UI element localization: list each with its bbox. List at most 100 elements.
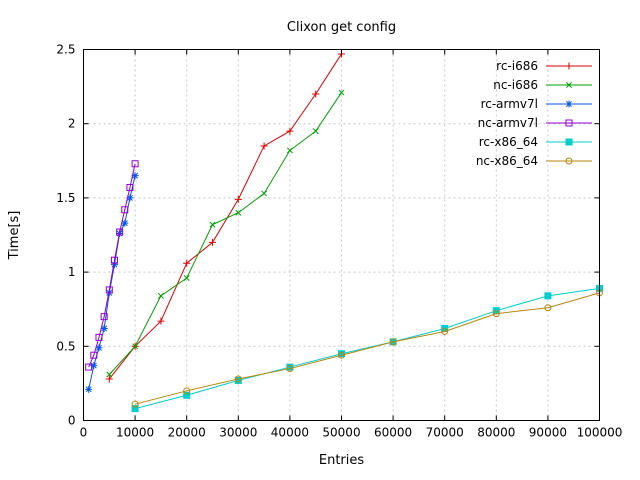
asterisk-marker-icon: [110, 261, 118, 269]
legend-entry: rc-x86_64: [479, 135, 592, 149]
legend-label: nc-i686: [493, 78, 538, 92]
series-nc-i686: [106, 89, 345, 378]
asterisk-marker-icon: [565, 100, 573, 108]
open-circle-marker-icon: [131, 400, 139, 408]
open-circle-marker-icon: [286, 365, 294, 373]
plus-marker-icon: [260, 142, 268, 150]
chart-title: Clixon get config: [287, 20, 396, 35]
x-tick-label: 50000: [322, 426, 360, 440]
asterisk-marker-icon: [85, 385, 93, 393]
y-tick-label: 1.5: [56, 191, 75, 205]
x-tick-label: 30000: [219, 426, 257, 440]
series-rc-i686: [105, 50, 345, 383]
plot-area: 0 10000 20000 30000 40000 50000 60000 70000 8000…: [56, 43, 622, 440]
series-line: [134, 292, 600, 405]
y-axis-label: Time[s]: [7, 211, 22, 261]
open-square-marker-icon: [90, 351, 98, 359]
legend-entry: nc-armv7l: [478, 116, 592, 130]
filled-square-marker-icon: [131, 405, 139, 413]
legend-label: rc-x86_64: [479, 135, 538, 149]
open-circle-marker-icon: [234, 375, 242, 383]
legend-label: nc-x86_64: [476, 154, 538, 168]
y-tick-label: 1: [68, 265, 76, 279]
series-line: [108, 53, 342, 380]
plus-marker-icon: [157, 317, 165, 325]
legend-entry: nc-x86_64: [476, 154, 592, 168]
open-square-marker-icon: [85, 363, 93, 371]
filled-square-marker-icon: [544, 292, 552, 300]
series-nc-armv7l: [85, 160, 139, 371]
open-square-marker-icon: [105, 286, 113, 294]
asterisk-marker-icon: [126, 194, 134, 202]
open-square-marker-icon: [100, 313, 108, 321]
x-tick-label: 80000: [477, 426, 515, 440]
x-tick-label: 70000: [426, 426, 464, 440]
asterisk-marker-icon: [131, 172, 139, 180]
cross-marker-icon: [157, 292, 164, 299]
plus-marker-icon: [312, 90, 320, 98]
open-square-marker-icon: [116, 228, 124, 236]
x-tick-label: 40000: [271, 426, 309, 440]
x-tick-label: 20000: [168, 426, 206, 440]
series-line: [88, 163, 136, 368]
cross-marker-icon: [106, 371, 113, 378]
legend-entry: rc-armv7l: [481, 97, 592, 111]
x-tick-label: 100000: [577, 426, 623, 440]
cross-marker-icon: [286, 147, 293, 154]
y-tick-label: 0.5: [56, 339, 75, 353]
open-square-marker-icon: [126, 184, 134, 192]
legend-entry: rc-i686: [496, 59, 592, 73]
open-circle-marker-icon: [492, 310, 500, 318]
asterisk-marker-icon: [90, 362, 98, 370]
series-rc-armv7l: [85, 172, 139, 393]
plus-marker-icon: [209, 238, 216, 246]
cross-marker-icon: [312, 128, 319, 135]
cross-marker-icon: [209, 221, 216, 228]
x-tick-label: 90000: [529, 426, 567, 440]
plus-marker-icon: [105, 375, 113, 383]
open-square-marker-icon: [121, 206, 129, 214]
legend-entry: nc-i686: [493, 78, 592, 92]
cross-marker-icon: [261, 190, 268, 197]
legend-label: rc-i686: [496, 59, 538, 73]
cross-marker-icon: [566, 82, 572, 88]
series-nc-x86_64: [131, 289, 603, 408]
open-square-marker-icon: [565, 119, 573, 127]
open-square-marker-icon: [95, 333, 103, 341]
y-tick-label: 0: [68, 414, 76, 428]
filled-square-marker-icon: [565, 138, 573, 146]
plus-marker-icon: [183, 259, 191, 267]
legend-label: nc-armv7l: [478, 116, 538, 130]
plus-marker-icon: [286, 127, 294, 135]
cross-marker-icon: [183, 275, 190, 281]
asterisk-marker-icon: [121, 219, 129, 227]
series-line: [134, 287, 600, 410]
plus-marker-icon: [234, 195, 242, 203]
axis-ticks: 0 10000 20000 30000 40000 50000 60000 70000 8000…: [56, 43, 622, 440]
x-axis-label: Entries: [319, 453, 365, 468]
legend-label: rc-armv7l: [481, 97, 538, 111]
open-circle-marker-icon: [389, 338, 397, 346]
open-circle-marker-icon: [544, 304, 552, 312]
open-circle-marker-icon: [565, 157, 573, 165]
open-circle-marker-icon: [338, 351, 345, 359]
asterisk-marker-icon: [100, 324, 108, 332]
filled-square-marker-icon: [183, 391, 191, 399]
cross-marker-icon: [132, 343, 139, 350]
x-tick-label: 60000: [374, 426, 412, 440]
plus-marker-icon: [565, 62, 573, 70]
asterisk-marker-icon: [95, 344, 103, 352]
legend: rc-i686 nc-i686 rc-armv7l nc-armv7l rc-x86_6…: [476, 59, 592, 168]
open-circle-marker-icon: [183, 387, 191, 395]
x-tick-label: 10000: [116, 426, 154, 440]
cross-marker-icon: [235, 209, 242, 216]
open-circle-marker-icon: [441, 327, 449, 335]
cross-marker-icon: [338, 89, 345, 96]
open-square-marker-icon: [131, 160, 139, 168]
y-tick-label: 2.5: [56, 43, 75, 57]
open-square-marker-icon: [110, 256, 118, 264]
y-tick-label: 2: [68, 117, 76, 131]
x-tick-label: 0: [80, 426, 88, 440]
